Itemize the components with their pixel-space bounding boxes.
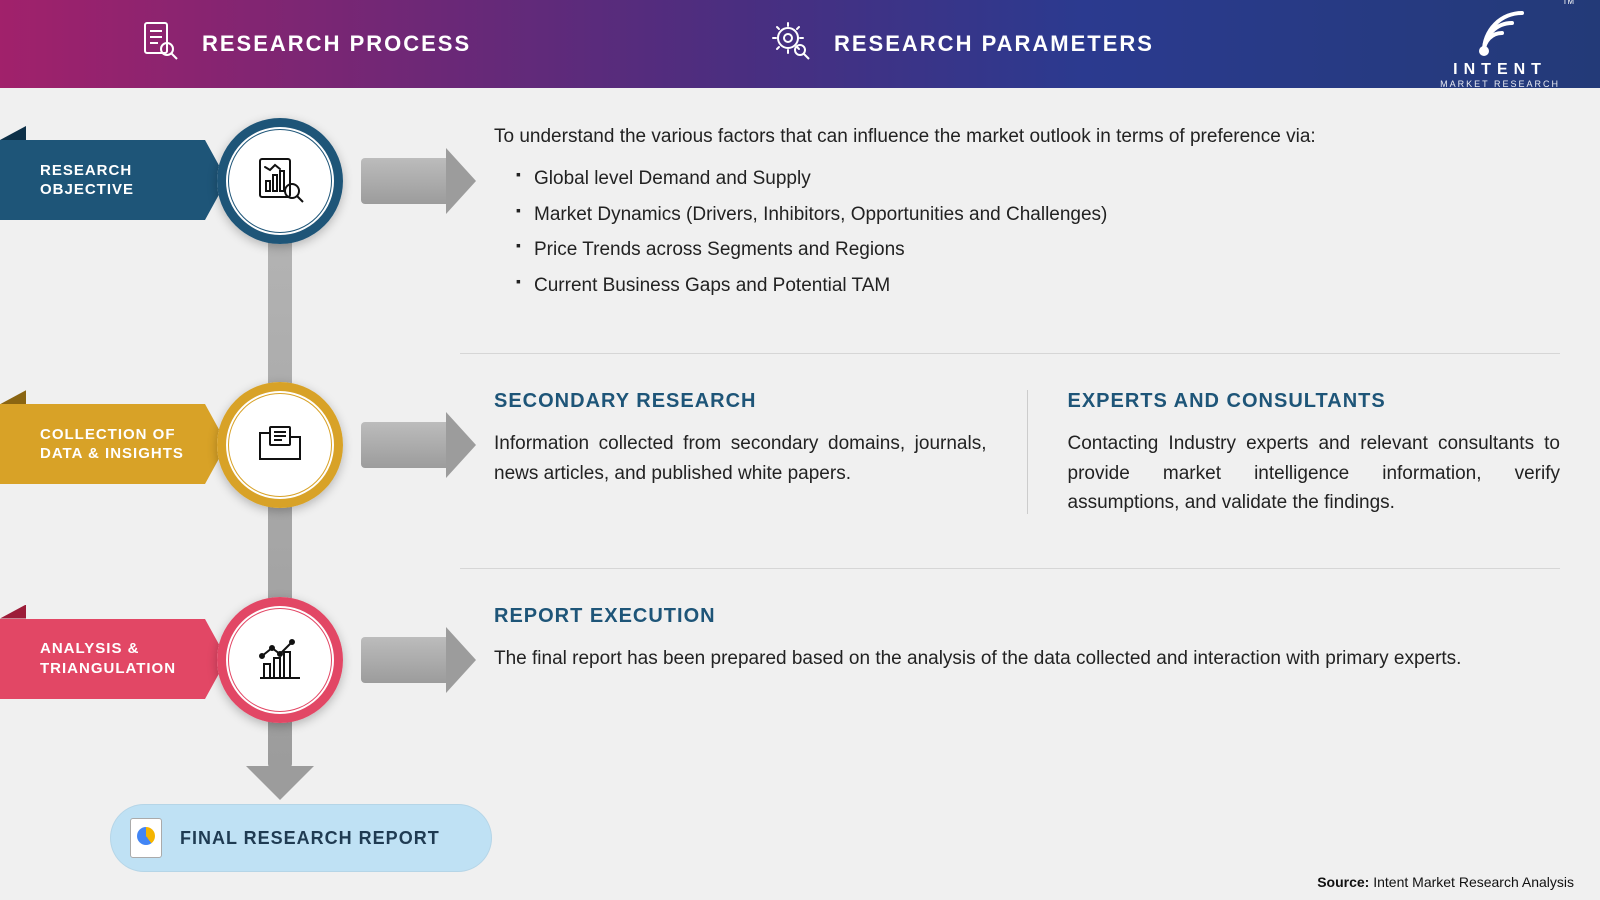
step-icon-circle [217, 382, 343, 508]
step-data-collection: COLLECTION OF DATA & INSIGHTS SECONDARY … [0, 382, 1560, 517]
step-label: ANALYSIS & TRIANGULATION [40, 639, 187, 678]
step-icon-circle [217, 597, 343, 723]
logo-name: INTENT [1440, 61, 1560, 79]
bullet-list: Global level Demand and Supply Market Dy… [494, 161, 1560, 303]
final-report-pill: FINAL RESEARCH REPORT [110, 804, 492, 872]
step-content: SECONDARY RESEARCH Information collected… [458, 382, 1560, 517]
ribbon-fold [0, 605, 26, 619]
arrow-right-icon [361, 158, 446, 204]
column-secondary-research: SECONDARY RESEARCH Information collected… [494, 386, 987, 517]
divider [460, 353, 1560, 354]
process-diagram: RESEARCH OBJECTIVE To understand the var… [0, 88, 1600, 900]
final-label: FINAL RESEARCH REPORT [180, 828, 440, 849]
header-section-process: RESEARCH PROCESS [0, 0, 740, 88]
bullet-item: Global level Demand and Supply [516, 161, 1560, 196]
column-text: The final report has been prepared based… [494, 644, 1560, 673]
brand-logo: INTENT MARKET RESEARCH TM [1440, 0, 1560, 89]
source-label: Source: [1317, 874, 1369, 890]
doc-chart-search-icon [232, 133, 328, 229]
bullet-item: Market Dynamics (Drivers, Inhibitors, Op… [516, 197, 1560, 232]
bar-trend-icon [232, 612, 328, 708]
step-label: COLLECTION OF DATA & INSIGHTS [40, 425, 187, 464]
column-heading: SECONDARY RESEARCH [494, 386, 987, 417]
source-attribution: Source: Intent Market Research Analysis [1317, 874, 1574, 890]
content-intro: To understand the various factors that c… [494, 122, 1560, 151]
column-text: Contacting Industry experts and relevant… [1068, 429, 1561, 517]
document-search-icon [140, 19, 180, 69]
ribbon-fold [0, 390, 26, 404]
column-experts: EXPERTS AND CONSULTANTS Contacting Indus… [1068, 386, 1561, 517]
column-text: Information collected from secondary dom… [494, 429, 987, 488]
report-file-icon [130, 818, 162, 858]
arrow-right-icon [361, 637, 446, 683]
step-icon-circle [217, 118, 343, 244]
ribbon-label: ANALYSIS & TRIANGULATION [0, 619, 205, 699]
source-value: Intent Market Research Analysis [1373, 874, 1574, 890]
arrow-right-icon [361, 422, 446, 468]
header-bar: RESEARCH PROCESS RESEARCH PARAMETERS INT… [0, 0, 1600, 88]
ribbon-label: RESEARCH OBJECTIVE [0, 140, 205, 220]
ribbon-fold [0, 126, 26, 140]
column-divider [1027, 390, 1028, 513]
ribbon-label: COLLECTION OF DATA & INSIGHTS [0, 404, 205, 484]
step-analysis: ANALYSIS & TRIANGULATION REPORT EXECUTIO… [0, 597, 1560, 723]
gear-search-icon [770, 20, 812, 68]
logo-arcs-icon [1470, 0, 1530, 59]
divider [460, 568, 1560, 569]
logo-tm: TM [1562, 0, 1574, 6]
column-heading: REPORT EXECUTION [494, 601, 1560, 632]
header-right-label: RESEARCH PARAMETERS [834, 31, 1154, 57]
step-content: REPORT EXECUTION The final report has be… [458, 597, 1560, 673]
header-left-label: RESEARCH PROCESS [202, 31, 471, 57]
step-label: RESEARCH OBJECTIVE [40, 161, 187, 200]
arrow-down-icon [246, 766, 314, 800]
step-research-objective: RESEARCH OBJECTIVE To understand the var… [0, 118, 1560, 303]
bullet-item: Current Business Gaps and Potential TAM [516, 268, 1560, 303]
folder-document-icon [232, 397, 328, 493]
column-heading: EXPERTS AND CONSULTANTS [1068, 386, 1561, 417]
step-content: To understand the various factors that c… [458, 118, 1560, 303]
bullet-item: Price Trends across Segments and Regions [516, 232, 1560, 267]
